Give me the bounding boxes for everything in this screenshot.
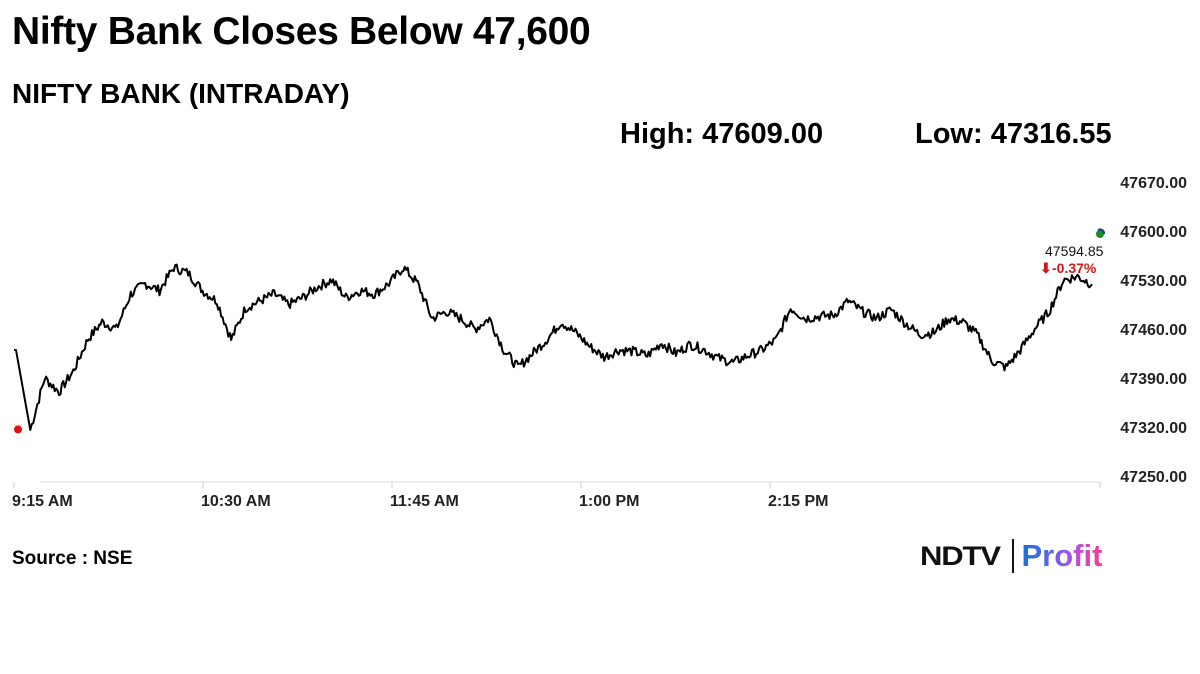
day-high-label: High: 47609.00 — [620, 118, 824, 150]
x-tick-label: 10:30 AM — [201, 493, 271, 510]
y-axis-labels: 47670.00 47600.00 47530.00 47460.00 47390.00… — [1120, 175, 1187, 486]
y-tick-label: 47600.00 — [1120, 224, 1187, 241]
high-marker-icon — [1096, 230, 1104, 238]
last-value-label: 47594.85 — [1045, 243, 1104, 259]
x-tick-label: 11:45 AM — [390, 493, 459, 510]
y-tick-label: 47530.00 — [1120, 273, 1187, 290]
y-tick-label: 47320.00 — [1120, 420, 1187, 437]
low-marker-icon — [14, 425, 22, 434]
high-marker-accent-icon — [1097, 228, 1106, 235]
x-tick-label: 2:15 PM — [768, 493, 828, 510]
change-percent-label: -0.37% — [1052, 260, 1097, 276]
y-tick-label: 47460.00 — [1120, 322, 1187, 339]
ndtv-logo-text: NDTV — [920, 540, 1001, 571]
logo-divider — [1011, 539, 1014, 573]
x-tick-label: 1:00 PM — [579, 493, 639, 510]
chart-subtitle: NIFTY BANK (INTRADAY) — [12, 78, 350, 109]
change-arrow-icon: ⬇ — [1040, 260, 1052, 276]
source-label: Source : NSE — [12, 548, 133, 569]
profit-logo-text: Profit — [1021, 538, 1103, 573]
y-tick-label: 47250.00 — [1120, 469, 1187, 486]
page-title: Nifty Bank Closes Below 47,600 — [12, 10, 591, 53]
price-line — [14, 263, 1093, 431]
y-tick-label: 47390.00 — [1120, 371, 1187, 388]
day-low-label: Low: 47316.55 — [915, 118, 1112, 150]
x-axis-ticks — [13, 482, 1101, 488]
x-tick-label: 9:15 AM — [12, 493, 73, 510]
x-axis-labels: 9:15 AM 10:30 AM 11:45 AM 1:00 PM 2:15 PM — [12, 493, 828, 510]
y-tick-label: 47670.00 — [1120, 175, 1187, 192]
ndtv-profit-logo: NDTV Profit — [920, 536, 1102, 576]
